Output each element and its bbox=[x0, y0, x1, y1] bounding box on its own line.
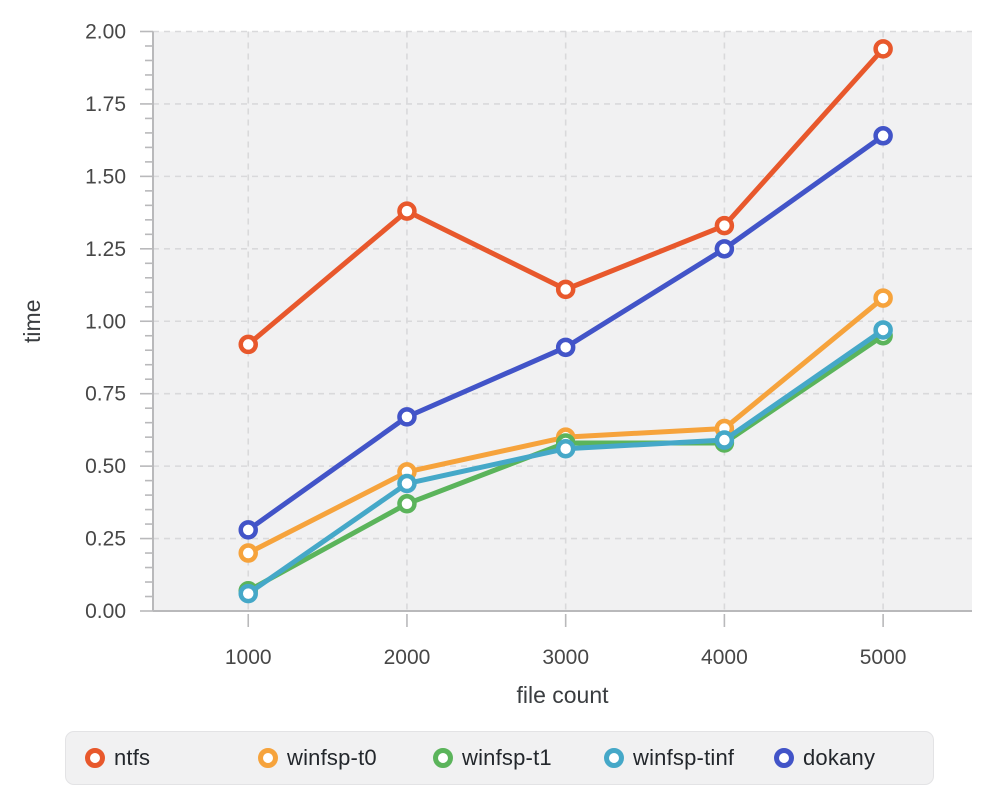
y-axis-title: time bbox=[19, 300, 45, 343]
series-ntfs bbox=[238, 39, 893, 355]
data-point-ntfs-4000 bbox=[714, 215, 735, 236]
legend-marker-winfsp-t0-icon bbox=[258, 748, 278, 768]
data-point-winfsp-tinf-4000 bbox=[714, 430, 735, 450]
y-tick-label: 1.50 bbox=[85, 165, 126, 188]
legend-marker-dokany-icon bbox=[774, 748, 794, 768]
data-point-dokany-3000 bbox=[555, 337, 576, 358]
axis-lines bbox=[152, 31, 972, 612]
data-point-ntfs-1000 bbox=[238, 334, 258, 355]
data-point-winfsp-t1-2000 bbox=[397, 494, 417, 514]
axis-ticks bbox=[140, 30, 884, 627]
data-point-winfsp-t0-5000 bbox=[873, 288, 893, 308]
data-point-ntfs-5000 bbox=[873, 39, 893, 59]
y-tick-label: 1.00 bbox=[85, 310, 126, 333]
legend-marker-winfsp-t1-icon bbox=[433, 748, 453, 768]
legend-item-winfsp-t0: winfsp-t0 bbox=[258, 732, 377, 784]
x-tick-label: 4000 bbox=[701, 646, 748, 669]
y-tick-label: 0.25 bbox=[85, 528, 126, 551]
y-tick-label: 1.75 bbox=[85, 93, 126, 116]
x-tick-label: 1000 bbox=[225, 646, 272, 669]
data-point-winfsp-tinf-5000 bbox=[873, 320, 893, 340]
legend-item-ntfs: ntfs bbox=[85, 732, 150, 784]
data-point-dokany-2000 bbox=[397, 407, 417, 427]
y-tick-label: 1.25 bbox=[85, 238, 126, 261]
x-axis-title: file count bbox=[516, 682, 609, 708]
x-tick-label: 3000 bbox=[542, 646, 589, 669]
data-point-winfsp-tinf-1000 bbox=[238, 583, 258, 604]
data-point-ntfs-3000 bbox=[555, 279, 576, 300]
y-tick-label: 0.00 bbox=[85, 600, 126, 623]
legend-label-winfsp-t0: winfsp-t0 bbox=[287, 745, 377, 770]
data-point-winfsp-tinf-3000 bbox=[555, 438, 576, 459]
data-point-winfsp-tinf-2000 bbox=[397, 473, 417, 494]
legend-label-winfsp-t1: winfsp-t1 bbox=[462, 745, 552, 770]
line-chart-canvas: 0.00 0.25 0.50 0.75 1.00 1.25 1.50 1.75 2.00 1000… bbox=[19, 21, 972, 708]
series-winfsp-tinf bbox=[238, 320, 893, 604]
y-tick-label: 0.50 bbox=[85, 455, 126, 478]
legend-item-dokany: dokany bbox=[774, 732, 875, 784]
data-point-ntfs-2000 bbox=[397, 201, 417, 221]
legend-label-ntfs: ntfs bbox=[114, 745, 151, 770]
legend-label-dokany: dokany bbox=[803, 745, 876, 770]
legend-marker-winfsp-tinf-icon bbox=[604, 748, 624, 768]
legend-label-winfsp-tinf: winfsp-tinf bbox=[633, 745, 735, 770]
legend-marker-ntfs-icon bbox=[85, 748, 105, 768]
legend-item-winfsp-tinf: winfsp-tinf bbox=[604, 732, 734, 784]
data-point-dokany-5000 bbox=[873, 126, 893, 146]
legend-item-winfsp-t1: winfsp-t1 bbox=[433, 732, 552, 784]
chart-legend: ntfs winfsp-t0 winfsp-t1 winfsp-tinf dok… bbox=[65, 731, 934, 785]
x-tick-label: 2000 bbox=[384, 646, 431, 669]
data-point-winfsp-t0-1000 bbox=[238, 543, 258, 563]
x-tick-label: 5000 bbox=[860, 646, 907, 669]
y-tick-label: 2.00 bbox=[85, 21, 126, 44]
y-tick-label: 0.75 bbox=[85, 383, 126, 406]
axis-titles: time file count bbox=[19, 300, 609, 708]
data-point-dokany-4000 bbox=[714, 239, 735, 259]
data-point-dokany-1000 bbox=[238, 520, 258, 540]
tick-labels: 0.00 0.25 0.50 0.75 1.00 1.25 1.50 1.75 2.00 1000… bbox=[85, 21, 906, 670]
series-dokany bbox=[238, 126, 893, 540]
